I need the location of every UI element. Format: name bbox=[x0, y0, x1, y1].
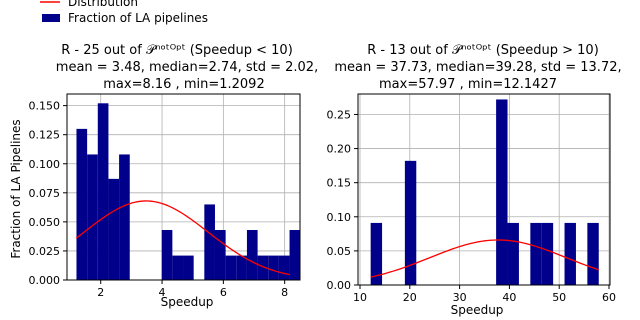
right-xtick-label: 40 bbox=[502, 291, 516, 304]
right-bar bbox=[507, 222, 519, 285]
left-bar bbox=[76, 128, 88, 280]
right-ytick-label: 0.20 bbox=[327, 143, 352, 156]
left-ytick-label: 0.075 bbox=[29, 187, 61, 200]
left-distribution-curve bbox=[75, 200, 290, 276]
legend: Distribution Fraction of LA pipelines bbox=[40, 0, 208, 25]
right-ytick-label: 0.10 bbox=[327, 211, 352, 224]
right-ytick-label: 0.00 bbox=[327, 279, 352, 292]
left-axes-frame bbox=[66, 93, 301, 281]
left-ytick-label: 0.125 bbox=[29, 129, 61, 142]
right-bar bbox=[496, 99, 508, 285]
left-bar bbox=[289, 230, 301, 280]
right-chart-title-line-1: R - 13 out of 𝒫ⁿᵒᵗᴼᵖᵗ (Speedup > 10) bbox=[367, 43, 599, 58]
right-chart-title-line-2: mean = 37.73, median=39.28, std = 13.72, bbox=[334, 60, 621, 75]
legend-distribution-label: Distribution bbox=[68, 0, 138, 9]
left-xtick-label: 4 bbox=[159, 286, 166, 299]
left-chart-ylabel: Fraction of LA Pipelines bbox=[9, 119, 23, 258]
right-xtick-label: 10 bbox=[353, 291, 367, 304]
right-xtick-label: 60 bbox=[602, 291, 616, 304]
right-axes-frame bbox=[357, 93, 611, 286]
right-bars bbox=[370, 99, 599, 285]
left-ytick-label: 0.150 bbox=[29, 100, 61, 113]
right-chart-title-line-3: max=57.97 , min=12.1427 bbox=[379, 77, 557, 92]
right-bar bbox=[564, 222, 576, 285]
left-bar bbox=[214, 230, 226, 280]
right-ytick-label: 0.15 bbox=[327, 177, 352, 190]
left-ytick-label: 0.050 bbox=[29, 216, 61, 229]
right-bar bbox=[370, 222, 383, 285]
left-bar bbox=[246, 230, 258, 280]
left-xtick-label: 2 bbox=[97, 286, 104, 299]
left-chart-title-line-3: max=8.16 , min=1.2092 bbox=[103, 77, 264, 92]
left-bar bbox=[97, 103, 109, 280]
legend-fraction-label: Fraction of LA pipelines bbox=[68, 11, 208, 25]
left-chart-xlabel: Speedup bbox=[161, 295, 214, 309]
left-bars bbox=[76, 103, 301, 280]
right-xtick-label: 20 bbox=[403, 291, 417, 304]
right-distribution-curve bbox=[370, 239, 600, 278]
left-xtick-label: 8 bbox=[281, 286, 288, 299]
left-bar bbox=[225, 255, 237, 280]
left-bar bbox=[119, 154, 130, 280]
left-chart: R - 25 out of 𝒫ⁿᵒᵗᴼᵖᵗ (Speedup < 10) mea… bbox=[9, 43, 318, 309]
right-xtick-label: 30 bbox=[453, 291, 467, 304]
left-bar bbox=[236, 255, 247, 280]
right-xtick-label: 50 bbox=[552, 291, 566, 304]
right-bar bbox=[530, 222, 542, 285]
left-chart-title-line-1: R - 25 out of 𝒫ⁿᵒᵗᴼᵖᵗ (Speedup < 10) bbox=[61, 43, 293, 58]
legend-fraction-patch bbox=[42, 14, 60, 22]
left-bar bbox=[108, 178, 120, 280]
right-bar bbox=[404, 160, 417, 285]
left-xtick-label: 6 bbox=[220, 286, 227, 299]
left-bar bbox=[87, 154, 98, 280]
left-bar bbox=[204, 204, 215, 280]
right-bar bbox=[541, 222, 554, 285]
left-bar bbox=[183, 255, 194, 280]
right-ytick-label: 0.05 bbox=[327, 245, 352, 258]
left-bar bbox=[278, 255, 290, 280]
left-ytick-label: 0.025 bbox=[29, 245, 61, 258]
left-bar bbox=[172, 255, 184, 280]
left-bar bbox=[161, 230, 173, 280]
right-ytick-label: 0.25 bbox=[327, 108, 352, 121]
right-chart: R - 13 out of 𝒫ⁿᵒᵗᴼᵖᵗ (Speedup > 10) mea… bbox=[327, 43, 622, 317]
right-bar bbox=[587, 222, 599, 285]
left-ytick-label: 0.000 bbox=[29, 274, 61, 287]
left-bar bbox=[257, 255, 269, 280]
left-bar bbox=[268, 255, 279, 280]
left-chart-title-line-2: mean = 3.48, median=2.74, std = 2.02, bbox=[56, 60, 318, 75]
right-chart-xlabel: Speedup bbox=[451, 303, 504, 317]
left-ytick-label: 0.100 bbox=[29, 158, 61, 171]
